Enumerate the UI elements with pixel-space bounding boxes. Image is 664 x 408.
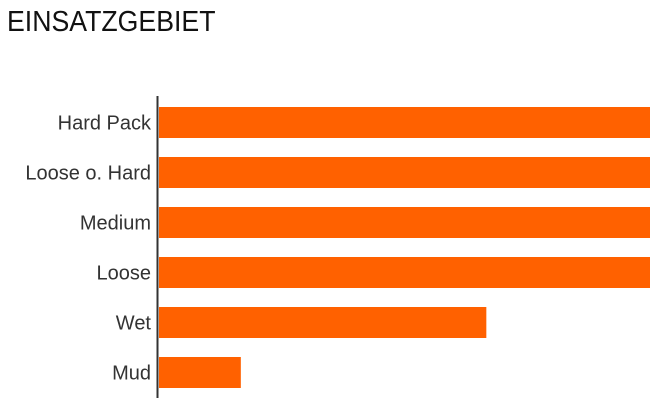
category-label: Wet [116,313,152,335]
chart-title: EINSATZGEBIET [7,6,216,38]
category-label: Medium [80,213,151,235]
category-label: Loose [97,263,152,285]
bar-wet [159,307,487,338]
bar-loose [159,257,650,288]
bar-medium [159,207,650,238]
category-label: Hard Pack [58,113,152,135]
category-label: Loose o. Hard [25,163,151,185]
bar-loose-o-hard [159,157,650,188]
bar-hard-pack [159,107,650,138]
bar-mud [159,357,241,388]
category-label: Mud [112,363,151,385]
